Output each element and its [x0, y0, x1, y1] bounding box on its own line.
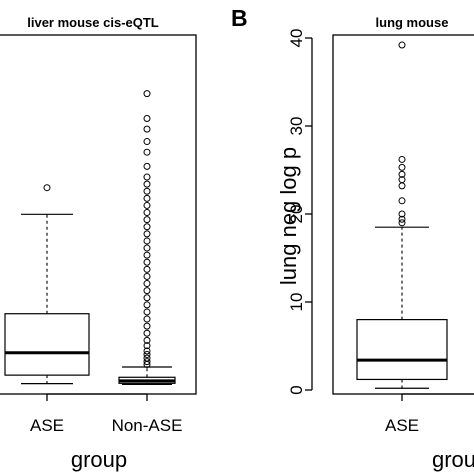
lung-ase-outlier-point: [398, 215, 406, 223]
liver-chart-title: liver mouse cis-eQTL: [27, 15, 159, 30]
liver-non-ase-outlier-point: [143, 230, 151, 238]
lung-ase-outlier-point: [398, 41, 406, 49]
liver-x-axis-label: group: [71, 447, 127, 472]
liver-non-ase-outlier-point: [143, 258, 151, 266]
liver-non-ase-outlier-point: [143, 354, 151, 362]
liver-non-ase-outlier-point: [143, 358, 151, 366]
liver-non-ase-outlier-point: [143, 329, 151, 337]
liver-non-ase-outlier-point: [143, 194, 151, 202]
liver-non-ase-outlier-point: [143, 251, 151, 259]
lung-y-tick-label: 10: [287, 293, 306, 312]
liver-non-ase-outlier-point: [143, 90, 151, 98]
lung-y-tick-label: 40: [287, 29, 306, 48]
liver-non-ase-outlier-point: [143, 315, 151, 323]
liver-non-ase-outlier-point: [143, 216, 151, 224]
lung-x-axis-label: grou: [432, 447, 474, 472]
liver-non-ase-outlier-point: [143, 223, 151, 231]
liver-ase-box: [4, 313, 90, 376]
liver-non-ase-outlier-point: [143, 287, 151, 295]
panel-letter: B: [231, 5, 248, 31]
lung-ase-outlier-point: [398, 210, 406, 218]
lung-y-axis-label: lung neg log p: [276, 147, 301, 285]
lung-chart-title: lung mouse: [376, 15, 449, 30]
liver-non-ase-outlier-point: [143, 272, 151, 280]
liver-non-ase-outlier-point: [143, 342, 151, 350]
liver-non-ase-outlier-point: [143, 173, 151, 181]
liver-non-ase-outlier-point: [143, 265, 151, 273]
liver-non-ase-outlier-point: [143, 347, 151, 355]
liver-non-ase-outlier-point: [143, 301, 151, 309]
liver-x-tick-label-non-ase: Non-ASE: [112, 416, 183, 435]
lung-y-tick-label: 20: [287, 205, 306, 224]
lung-ase-box: [356, 319, 448, 381]
liver-non-ase-outlier-point: [143, 180, 151, 188]
liver-non-ase-outlier-point: [143, 125, 151, 133]
liver-panel: liver mouse cis-eQTL ASE Non-ASE group: [0, 15, 197, 472]
liver-non-ase-outlier-point: [143, 308, 151, 316]
liver-non-ase-outlier-point: [143, 336, 151, 344]
liver-non-ase-outlier-point: [143, 201, 151, 209]
liver-non-ase-outlier-point: [143, 237, 151, 245]
liver-non-ase-outlier-point: [143, 244, 151, 252]
lung-ase-outlier-point: [398, 163, 406, 171]
liver-non-ase-outlier-point: [143, 280, 151, 288]
liver-boxes: [4, 90, 176, 385]
lung-ase-outlier-point: [398, 155, 406, 163]
liver-non-ase-outlier-point: [143, 187, 151, 195]
liver-non-ase-outlier-point: [143, 138, 151, 146]
lung-y-tick-label: 30: [287, 117, 306, 136]
lung-ase-outlier-point: [398, 219, 406, 227]
lung-boxes: [356, 41, 448, 389]
lung-y-tick-label: 0: [287, 385, 306, 394]
liver-non-ase-outlier-point: [143, 209, 151, 217]
liver-non-ase-outlier-point: [143, 148, 151, 156]
liver-ase-outlier-point: [43, 184, 51, 192]
liver-non-ase-outlier-point: [143, 322, 151, 330]
liver-non-ase-outlier-point: [143, 351, 151, 359]
lung-x-tick-label-ase: ASE: [385, 416, 419, 435]
liver-non-ase-outlier-point: [143, 114, 151, 122]
liver-non-ase-outlier-point: [143, 294, 151, 302]
lung-ase-outlier-point: [398, 182, 406, 190]
lung-panel: lung mouse 0 10 20 30 40 ASE grou lung neg l…: [276, 15, 474, 472]
lung-ase-outlier-point: [398, 176, 406, 184]
lung-ase-outlier-point: [398, 197, 406, 205]
liver-x-tick-label-ase: ASE: [30, 416, 64, 435]
lung-y-axis: 0 10 20 30 40: [287, 29, 313, 395]
liver-non-ase-outlier-point: [143, 162, 151, 170]
lung-ase-outlier-point: [398, 170, 406, 178]
